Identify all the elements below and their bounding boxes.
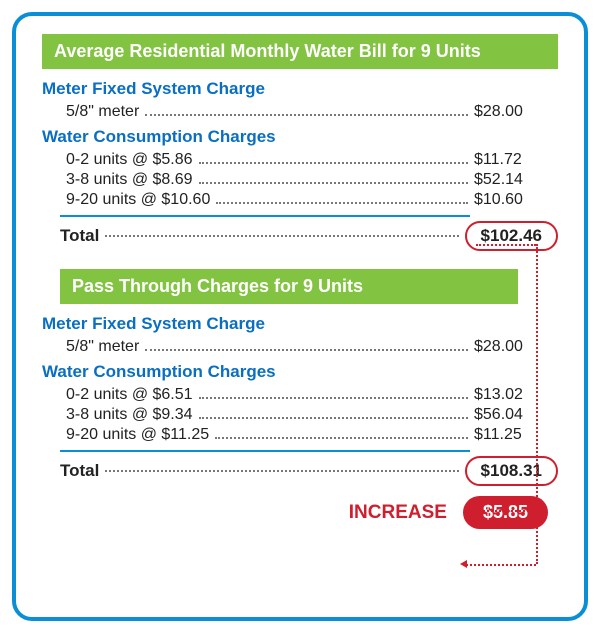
line-amount: $11.25 xyxy=(474,426,558,444)
leader-dots xyxy=(145,114,468,116)
arrow-icon xyxy=(460,560,467,568)
connector-v xyxy=(536,244,538,564)
leader-dots xyxy=(199,397,468,399)
total-label: Total xyxy=(60,226,99,246)
line-label: 9-20 units @ $10.60 xyxy=(66,191,210,209)
line-amount: $10.60 xyxy=(474,191,558,209)
line-label: 0-2 units @ $5.86 xyxy=(66,151,193,169)
line-label: 3-8 units @ $9.34 xyxy=(66,406,193,424)
section1-total-line: Total $102.46 xyxy=(60,221,558,251)
section2-meter-heading: Meter Fixed System Charge xyxy=(42,314,558,334)
section2-tier-2: 9-20 units @ $11.25 $11.25 xyxy=(66,426,558,444)
section2-tier-0: 0-2 units @ $6.51 $13.02 xyxy=(66,386,558,404)
section1-tier-0: 0-2 units @ $5.86 $11.72 xyxy=(66,151,558,169)
section2-total-pill: $108.31 xyxy=(465,456,558,486)
line-amount: $56.04 xyxy=(474,406,558,424)
section1-meter-line: 5/8" meter $28.00 xyxy=(66,103,558,121)
section1-consumption-heading: Water Consumption Charges xyxy=(42,127,558,147)
line-label: 5/8" meter xyxy=(66,338,139,356)
leader-dots xyxy=(105,235,458,237)
leader-dots xyxy=(215,437,468,439)
increase-row: INCREASE $5.85 xyxy=(42,496,548,529)
connector-h1 xyxy=(476,244,536,246)
line-label: 5/8" meter xyxy=(66,103,139,121)
line-amount: $52.14 xyxy=(474,171,558,189)
line-amount: $13.02 xyxy=(474,386,558,404)
section1-tier-2: 9-20 units @ $10.60 $10.60 xyxy=(66,191,558,209)
line-amount: $28.00 xyxy=(474,338,558,356)
leader-dots xyxy=(199,182,468,184)
line-amount: $28.00 xyxy=(474,103,558,121)
section2-banner: Pass Through Charges for 9 Units xyxy=(60,269,518,304)
section1-meter-heading: Meter Fixed System Charge xyxy=(42,79,558,99)
section2-tier-1: 3-8 units @ $9.34 $56.04 xyxy=(66,406,558,424)
section1-tier-1: 3-8 units @ $8.69 $52.14 xyxy=(66,171,558,189)
total-label: Total xyxy=(60,461,99,481)
section1-total-pill: $102.46 xyxy=(465,221,558,251)
bill-card: Average Residential Monthly Water Bill f… xyxy=(12,12,588,621)
connector-h2 xyxy=(476,510,536,512)
section1-banner: Average Residential Monthly Water Bill f… xyxy=(42,34,558,69)
leader-dots xyxy=(216,202,468,204)
increase-label: INCREASE xyxy=(349,502,447,524)
connector-h3 xyxy=(466,564,536,566)
line-label: 0-2 units @ $6.51 xyxy=(66,386,193,404)
section2-consumption-heading: Water Consumption Charges xyxy=(42,362,558,382)
section2-rule xyxy=(60,450,470,452)
section2-total-line: Total $108.31 xyxy=(60,456,558,486)
line-amount: $11.72 xyxy=(474,151,558,169)
leader-dots xyxy=(199,162,468,164)
line-label: 9-20 units @ $11.25 xyxy=(66,426,209,444)
leader-dots xyxy=(145,349,468,351)
line-label: 3-8 units @ $8.69 xyxy=(66,171,193,189)
leader-dots xyxy=(105,470,458,472)
section2-meter-line: 5/8" meter $28.00 xyxy=(66,338,558,356)
section1-rule xyxy=(60,215,470,217)
leader-dots xyxy=(199,417,468,419)
